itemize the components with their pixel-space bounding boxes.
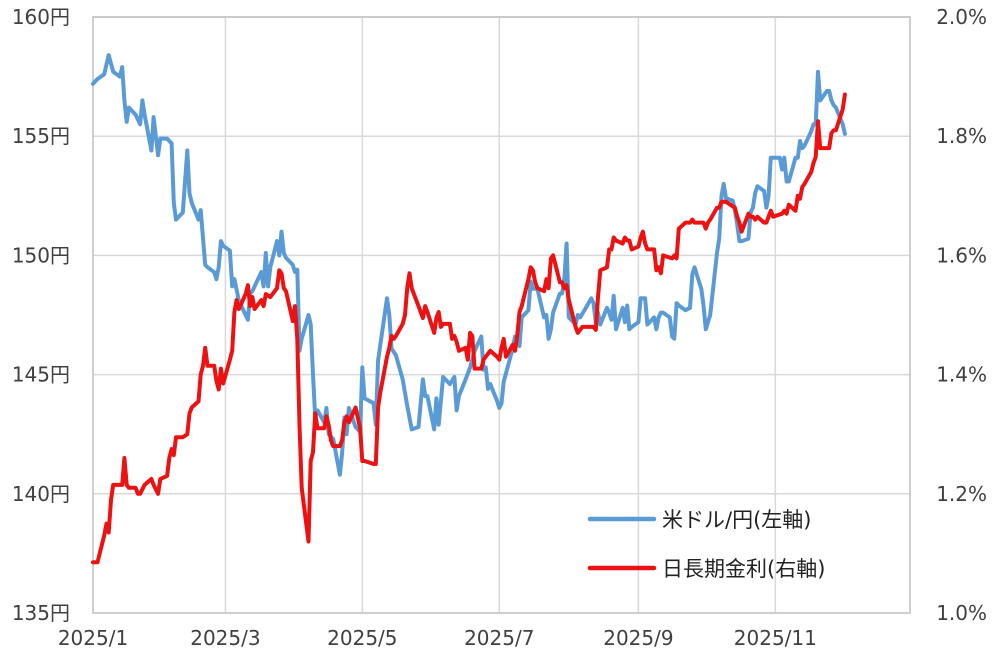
legend-label-usd-jpy: 米ドル/円(左軸): [662, 508, 811, 532]
x-tick-label: 2025/5: [327, 626, 397, 650]
left-tick-label: 145円: [12, 363, 70, 387]
right-tick-label: 1.0%: [936, 601, 987, 625]
x-tick-label: 2025/9: [603, 626, 673, 650]
left-tick-label: 150円: [12, 243, 70, 267]
x-tick-label: 2025/1: [58, 626, 128, 650]
series-layer: [91, 53, 847, 565]
left-tick-label: 160円: [12, 5, 70, 29]
right-tick-label: 1.6%: [936, 243, 987, 267]
right-tick-label: 1.8%: [936, 124, 987, 148]
left-axis: 135円 140円 145円 150円 155円 160円: [12, 5, 70, 625]
legend-label-jgb-yield: 日長期金利(右軸): [662, 557, 825, 581]
legend: 米ドル/円(左軸) 日長期金利(右軸): [587, 508, 825, 581]
right-tick-label: 1.2%: [936, 482, 987, 506]
left-tick-label: 140円: [12, 482, 70, 506]
left-tick-label: 155円: [12, 124, 70, 148]
right-tick-label: 1.4%: [936, 363, 987, 387]
x-tick-label: 2025/7: [464, 626, 534, 650]
x-axis: 2025/1 2025/3 2025/5 2025/7 2025/9 2025/11: [58, 626, 817, 650]
x-tick-label: 2025/3: [190, 626, 260, 650]
right-tick-label: 2.0%: [936, 5, 987, 29]
right-axis: 1.0% 1.2% 1.4% 1.6% 1.8% 2.0%: [936, 5, 987, 625]
plot-area-frame: [92, 16, 911, 614]
series-line-usd-jpy: [91, 53, 847, 477]
series-line-jgb-yield: [91, 92, 847, 565]
x-tick-label: 2025/11: [734, 626, 817, 650]
left-tick-label: 135円: [12, 601, 70, 625]
